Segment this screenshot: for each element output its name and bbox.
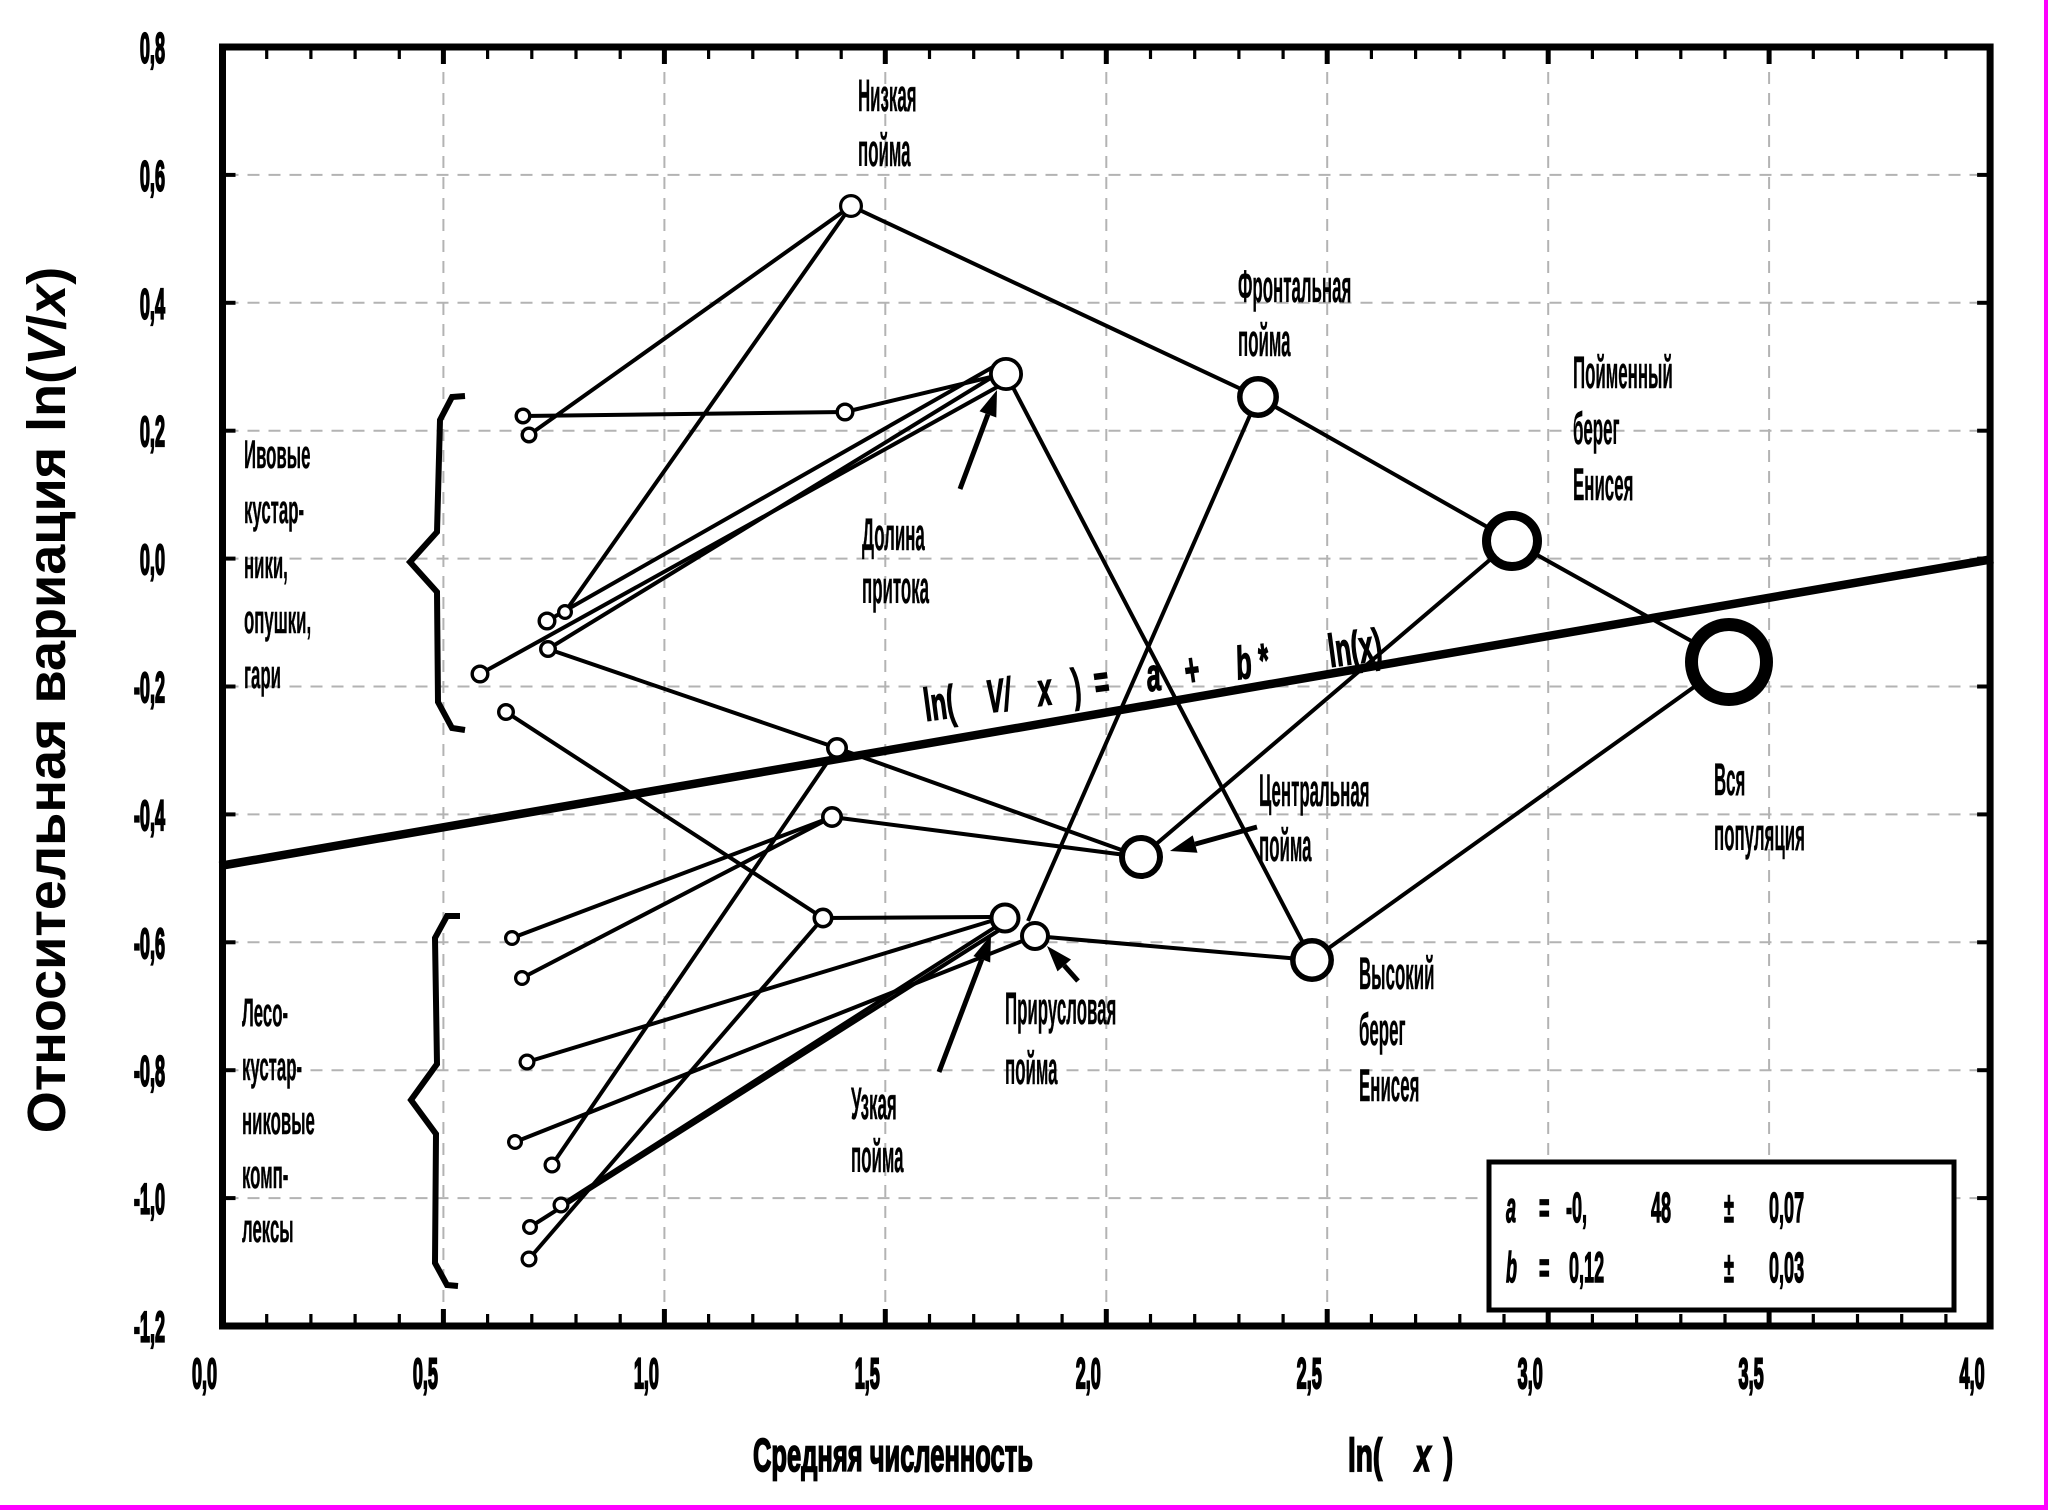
svg-text:0,0: 0,0	[140, 535, 165, 583]
svg-text:Енисея: Енисея	[1359, 1061, 1419, 1111]
svg-text:-1,2: -1,2	[134, 1302, 165, 1350]
svg-text:Вся: Вся	[1714, 755, 1745, 805]
svg-text:-0,4: -0,4	[134, 791, 165, 839]
svg-text:-0,6: -0,6	[134, 919, 165, 967]
svg-text:Средняя численность: Средняя численность	[753, 1429, 1033, 1481]
svg-text:Центральная: Центральная	[1259, 766, 1370, 816]
svg-text:Узкая: Узкая	[851, 1079, 897, 1129]
svg-text:никовые: никовые	[242, 1099, 315, 1143]
svg-text:3,5: 3,5	[1739, 1349, 1764, 1397]
svg-text:кустар-: кустар-	[242, 1045, 302, 1089]
svg-text:48: 48	[1651, 1183, 1671, 1231]
svg-text:0,2: 0,2	[140, 407, 165, 455]
svg-text:=: =	[1539, 1243, 1550, 1291]
svg-text:Ивовые: Ивовые	[244, 433, 310, 477]
svg-text:Долина: Долина	[862, 510, 925, 560]
svg-text:Низкая: Низкая	[858, 71, 917, 121]
svg-text:0,6: 0,6	[140, 151, 165, 199]
svg-text:1,5: 1,5	[855, 1349, 880, 1397]
svg-text:0,4: 0,4	[140, 279, 165, 327]
svg-text:±: ±	[1724, 1183, 1734, 1231]
svg-text:-0,: -0,	[1566, 1183, 1587, 1231]
svg-text:Прирусловая: Прирусловая	[1005, 984, 1116, 1034]
svg-text:пойма: пойма	[851, 1132, 904, 1182]
svg-text:пойма: пойма	[1005, 1044, 1058, 1094]
svg-text:лексы: лексы	[242, 1207, 294, 1251]
svg-text:ln(V/x)=a+b*ln(x): ln(V/x) = a + b* ln(x)	[920, 618, 1384, 731]
svg-text:-0,2: -0,2	[134, 663, 165, 711]
svg-text:2,0: 2,0	[1076, 1349, 1101, 1397]
svg-text:Относительная вариация ln(V/x): Относительная вариация ln(V/x)	[17, 267, 77, 1133]
svg-text:берег: берег	[1573, 404, 1620, 454]
svg-text:ники,: ники,	[244, 543, 288, 587]
svg-text:Лесо-: Лесо-	[242, 991, 288, 1035]
svg-text:берег: берег	[1359, 1005, 1406, 1055]
svg-text:пойма: пойма	[1259, 821, 1312, 871]
svg-text:-0,8: -0,8	[134, 1047, 165, 1095]
svg-text:пойма: пойма	[1238, 316, 1291, 366]
svg-text:0,12: 0,12	[1569, 1243, 1604, 1291]
svg-text:Фронтальная: Фронтальная	[1238, 262, 1351, 312]
svg-text:опушки,: опушки,	[244, 598, 311, 642]
svg-text:1,0: 1,0	[634, 1349, 659, 1397]
svg-text:популяция: популяция	[1714, 810, 1805, 860]
svg-text:-1,0: -1,0	[134, 1174, 165, 1222]
svg-text:Енисея: Енисея	[1573, 460, 1633, 510]
svg-text:кустар-: кустар-	[244, 488, 304, 532]
svg-text:b: b	[1506, 1243, 1517, 1291]
svg-text:a: a	[1506, 1183, 1516, 1231]
svg-text:0,0: 0,0	[192, 1349, 217, 1397]
svg-text:притока: притока	[862, 563, 930, 613]
svg-text:0,5: 0,5	[413, 1349, 438, 1397]
svg-text:Высокий: Высокий	[1359, 949, 1434, 999]
svg-text:2,5: 2,5	[1297, 1349, 1322, 1397]
svg-text:0,07: 0,07	[1769, 1183, 1804, 1231]
svg-text:гари: гари	[244, 653, 281, 697]
svg-text:0,8: 0,8	[140, 23, 165, 71]
svg-text:пойма: пойма	[858, 126, 911, 176]
svg-text:ln(x): ln(x)	[1348, 1431, 1453, 1482]
svg-text:Пойменный: Пойменный	[1573, 348, 1673, 398]
svg-text:±: ±	[1724, 1243, 1734, 1291]
svg-text:0,03: 0,03	[1769, 1243, 1804, 1291]
svg-text:3,0: 3,0	[1518, 1349, 1543, 1397]
svg-text:комп-: комп-	[242, 1153, 288, 1197]
svg-text:=: =	[1539, 1183, 1550, 1231]
svg-text:4,0: 4,0	[1960, 1349, 1985, 1397]
